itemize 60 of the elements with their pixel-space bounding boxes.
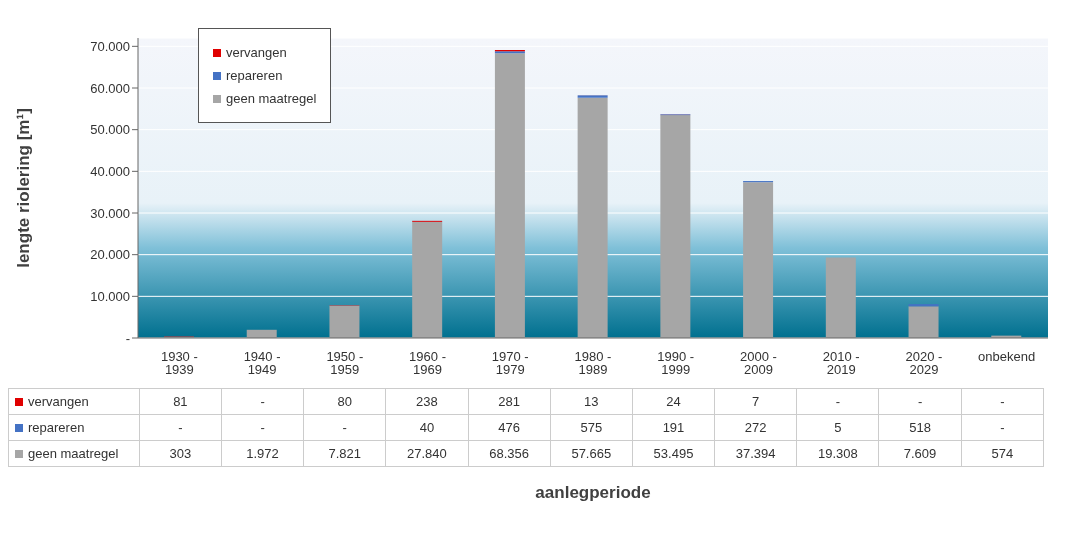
data-label: 238 <box>385 388 469 415</box>
legend-label: vervangen <box>226 45 287 60</box>
data-label: - <box>303 414 386 441</box>
data-label: 24 <box>632 388 715 415</box>
data-label: 53.495 <box>632 440 715 467</box>
text: vervangen <box>28 394 89 409</box>
data-label: 19.308 <box>796 440 879 467</box>
x-tick-label: 1970 - 1979 <box>491 349 529 378</box>
text: aanlegperiode <box>534 483 652 503</box>
x-tick-label: 1940 - 1949 <box>243 349 281 378</box>
data-label: - <box>961 388 1044 415</box>
data-label: 7.609 <box>878 440 962 467</box>
x-tick-label: 2000 - 2009 <box>740 349 777 378</box>
data-label: 57.665 <box>550 440 633 467</box>
data-label: 191 <box>632 414 715 441</box>
x-tick-label: 1960 - 1969 <box>409 349 446 378</box>
x-tick-label: onbekend <box>978 349 1036 365</box>
y-tick-label: 40.000 <box>90 163 130 179</box>
x-tick-label: 1950 - 1959 <box>326 349 364 378</box>
x-tick-label: 1980 - 1989 <box>574 349 612 378</box>
data-label: 7 <box>714 388 797 415</box>
data-label: 303 <box>139 440 222 467</box>
x-tick-label: 2010 - 2019 <box>822 349 860 378</box>
x-tick-label: 1930 - 1939 <box>160 349 198 378</box>
data-label: 1.972 <box>221 440 304 467</box>
data-label: 5 <box>796 414 879 441</box>
x-tick-label: 2020 - 2029 <box>905 349 943 378</box>
y-axis-title: lengte riolering [m¹] <box>14 108 34 268</box>
data-label: 574 <box>961 440 1044 467</box>
x-tick-label: 1990 - 1999 <box>657 349 695 378</box>
data-label: 272 <box>714 414 797 441</box>
data-label: - <box>221 414 304 441</box>
y-tick-label: 20.000 <box>90 247 130 263</box>
legend-label: geen maatregel <box>226 91 317 106</box>
data-label: - <box>961 414 1044 441</box>
y-tick-label: 50.000 <box>90 122 130 138</box>
data-label: 40 <box>385 414 469 441</box>
data-label: - <box>878 388 962 415</box>
data-label: 68.356 <box>468 440 551 467</box>
y-tick-label: 10.000 <box>90 288 130 304</box>
y-tick-label: - <box>125 330 130 346</box>
data-label: 476 <box>468 414 551 441</box>
data-label: 281 <box>468 388 551 415</box>
legend-label: repareren <box>226 68 283 83</box>
data-label: 13 <box>550 388 633 415</box>
data-label: - <box>796 388 879 415</box>
data-label: - <box>221 388 304 415</box>
data-label: 575 <box>550 414 633 441</box>
data-label: 7.821 <box>303 440 386 467</box>
y-tick-label: 60.000 <box>90 80 130 96</box>
data-label: 37.394 <box>714 440 797 467</box>
data-label: 27.840 <box>385 440 469 467</box>
text: geen maatregel <box>28 446 119 461</box>
data-label: 81 <box>139 388 222 415</box>
data-label: 518 <box>878 414 962 441</box>
y-tick-label: 30.000 <box>90 205 130 221</box>
text: repareren <box>28 420 85 435</box>
data-label: - <box>139 414 222 441</box>
y-tick-label: 70.000 <box>90 38 130 54</box>
data-label: 80 <box>303 388 386 415</box>
